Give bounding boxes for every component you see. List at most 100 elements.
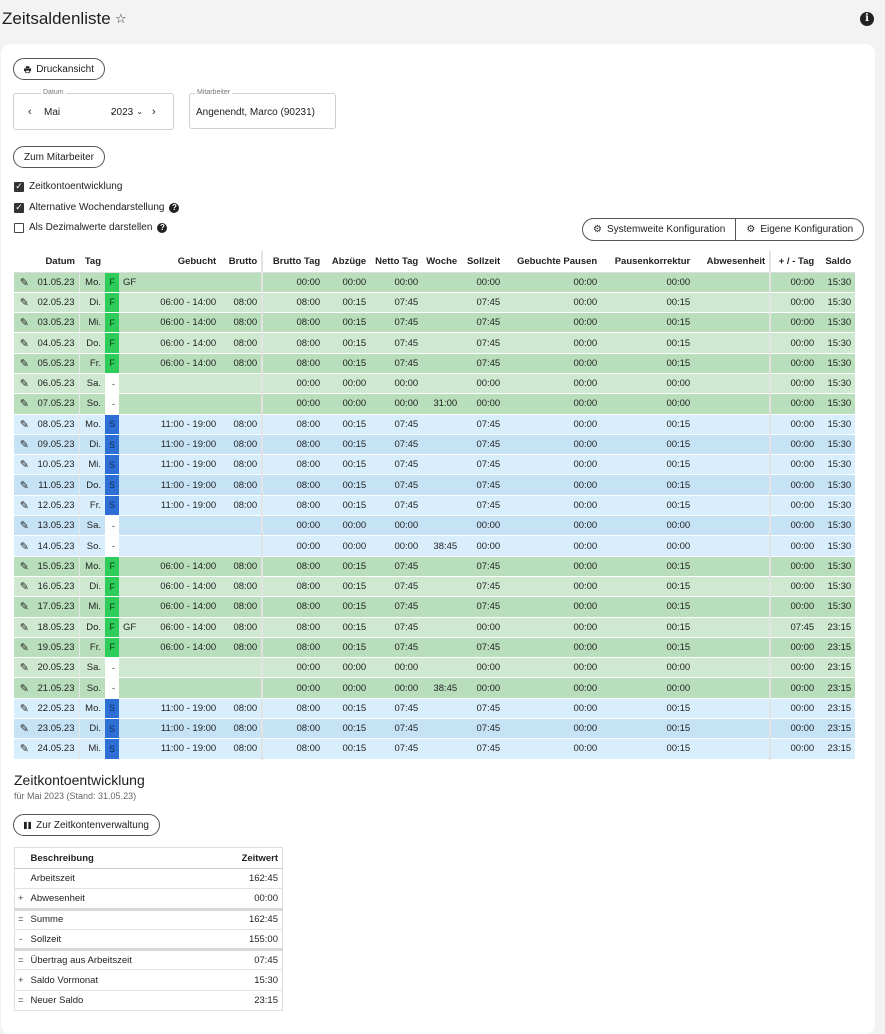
pencil-icon[interactable]: ✎ <box>19 499 29 512</box>
edit-cell: ✎ <box>14 677 33 699</box>
checkbox-unchecked[interactable] <box>14 222 24 233</box>
checkbox-checked[interactable]: ✓ <box>14 181 24 192</box>
employee-field[interactable]: Mitarbeiter Angenendt, Marco (90231) <box>189 89 336 129</box>
pencil-icon[interactable]: ✎ <box>19 418 29 431</box>
booked-breaks-cell: 00:00 <box>504 596 602 618</box>
deductions-cell: 00:00 <box>324 393 371 415</box>
break-correction-cell: 00:00 <box>601 272 695 293</box>
pencil-icon[interactable]: ✎ <box>19 398 29 411</box>
prev-month-icon[interactable]: ‹ <box>28 106 32 118</box>
week-cell <box>422 596 462 618</box>
next-month-icon[interactable]: › <box>152 106 156 118</box>
edit-cell: ✎ <box>14 474 33 496</box>
pencil-icon[interactable]: ✎ <box>19 560 29 573</box>
employee-value: Angenendt, Marco (90231) <box>196 107 315 118</box>
pencil-icon[interactable]: ✎ <box>19 540 29 553</box>
deductions-cell: 00:00 <box>324 515 371 537</box>
pencil-icon[interactable]: ✎ <box>19 439 29 452</box>
weekday-cell: Sa. <box>79 373 105 395</box>
pencil-icon[interactable]: ✎ <box>19 296 29 309</box>
absence-code-cell <box>119 474 141 496</box>
gross-day-cell: 08:00 <box>262 617 325 638</box>
absence-code-cell <box>119 292 141 314</box>
star-icon[interactable]: ☆ <box>115 11 127 26</box>
option-alternative-wochendarstellung[interactable]: ✓ Alternative Wochendarstellung ? <box>14 202 180 213</box>
to-employee-button[interactable]: Zum Mitarbeiter <box>13 146 105 168</box>
option-zeitkontoentwicklung[interactable]: ✓ Zeitkontoentwicklung <box>14 181 122 192</box>
year-select[interactable]: 2023 ⌄ <box>111 107 143 118</box>
deductions-cell: 00:15 <box>324 414 371 435</box>
week-cell <box>422 332 462 354</box>
week-cell: 38:45 <box>422 535 462 557</box>
pencil-icon[interactable]: ✎ <box>19 723 29 736</box>
pencil-icon[interactable]: ✎ <box>19 276 29 289</box>
description-cell: Sollzeit <box>26 929 213 952</box>
pencil-icon[interactable]: ✎ <box>19 378 29 391</box>
shift-code-cell: S <box>105 434 120 456</box>
shift-code-cell: S <box>105 495 120 517</box>
pencil-icon[interactable]: ✎ <box>19 337 29 350</box>
pencil-icon[interactable]: ✎ <box>19 743 29 756</box>
target-cell: 07:45 <box>461 576 505 598</box>
help-icon[interactable]: ? <box>169 202 180 213</box>
break-correction-cell: 00:15 <box>601 617 695 638</box>
pencil-icon[interactable]: ✎ <box>19 682 29 695</box>
break-correction-cell: 00:15 <box>601 495 695 517</box>
weekday-cell: Mo. <box>79 414 105 435</box>
table-row: ✎ 07.05.23 So. -00:00 00:00 00:00 31:00 00:00 00… <box>14 393 856 415</box>
absence-cell <box>694 556 772 577</box>
balance-cell: 15:30 <box>818 353 856 374</box>
pencil-icon[interactable]: ✎ <box>19 601 29 614</box>
table-row: ✎ 11.05.23 Do. S 11:00 - 19:00 08:00 08:00 00:1… <box>14 474 856 496</box>
deductions-cell: 00:15 <box>324 495 371 517</box>
pencil-icon[interactable]: ✎ <box>19 702 29 715</box>
pencil-icon[interactable]: ✎ <box>19 357 29 370</box>
own-config-button[interactable]: ⚙ Eigene Konfiguration <box>735 219 863 240</box>
week-cell <box>422 515 462 537</box>
info-icon[interactable]: i <box>860 12 874 26</box>
net-day-cell: 07:45 <box>370 637 423 659</box>
target-cell: 07:45 <box>461 637 505 659</box>
deductions-cell: 00:15 <box>324 617 371 638</box>
page-title: Zeitsaldenliste <box>2 9 111 28</box>
target-cell: 07:45 <box>461 414 505 435</box>
day-diff-cell: 00:00 <box>770 414 819 435</box>
account-management-button[interactable]: Zur Zeitkontenverwaltung <box>13 814 160 836</box>
net-day-cell: 07:45 <box>370 617 423 638</box>
pencil-icon[interactable]: ✎ <box>19 621 29 634</box>
deductions-cell: 00:15 <box>324 576 371 598</box>
pencil-icon[interactable]: ✎ <box>19 641 29 654</box>
month-select[interactable]: Mai ⌄ <box>44 107 116 118</box>
checkbox-checked[interactable]: ✓ <box>14 202 24 213</box>
chevron-down-icon: ⌄ <box>136 107 143 116</box>
day-diff-cell: 00:00 <box>770 718 819 740</box>
day-diff-cell: 00:00 <box>770 515 819 537</box>
column-header: Woche <box>422 251 462 273</box>
shift-code-cell: F <box>105 312 120 334</box>
columns-icon <box>24 821 32 829</box>
net-day-cell: 00:00 <box>370 657 423 679</box>
absence-cell <box>694 495 772 517</box>
pencil-icon[interactable]: ✎ <box>19 520 29 533</box>
target-cell: 00:00 <box>461 617 505 638</box>
pencil-icon[interactable]: ✎ <box>19 479 29 492</box>
absence-cell <box>694 474 772 496</box>
option-dezimalwerte[interactable]: Als Dezimalwerte darstellen ? <box>14 222 168 233</box>
column-header: Zeitwert <box>212 847 283 869</box>
gross-day-cell: 08:00 <box>262 474 325 496</box>
account-table-header: Beschreibung Zeitwert <box>14 847 283 869</box>
target-cell: 07:45 <box>461 495 505 517</box>
pencil-icon[interactable]: ✎ <box>19 317 29 330</box>
day-diff-cell: 00:00 <box>770 535 819 557</box>
week-cell <box>422 414 462 435</box>
deductions-cell: 00:15 <box>324 353 371 374</box>
table-row: ✎ 15.05.23 Mo. F 06:00 - 14:00 08:00 08:00 00:1… <box>14 556 856 577</box>
help-icon[interactable]: ? <box>157 222 168 233</box>
system-config-button[interactable]: ⚙ Systemweite Konfiguration <box>583 219 735 240</box>
print-view-button[interactable]: Druckansicht <box>13 58 105 80</box>
table-row: ✎ 02.05.23 Di. F 06:00 - 14:00 08:00 08:00 00:1… <box>14 292 856 314</box>
pencil-icon[interactable]: ✎ <box>19 662 29 675</box>
pencil-icon[interactable]: ✎ <box>19 581 29 594</box>
pencil-icon[interactable]: ✎ <box>19 459 29 472</box>
weekday-cell: Fr. <box>79 353 105 374</box>
